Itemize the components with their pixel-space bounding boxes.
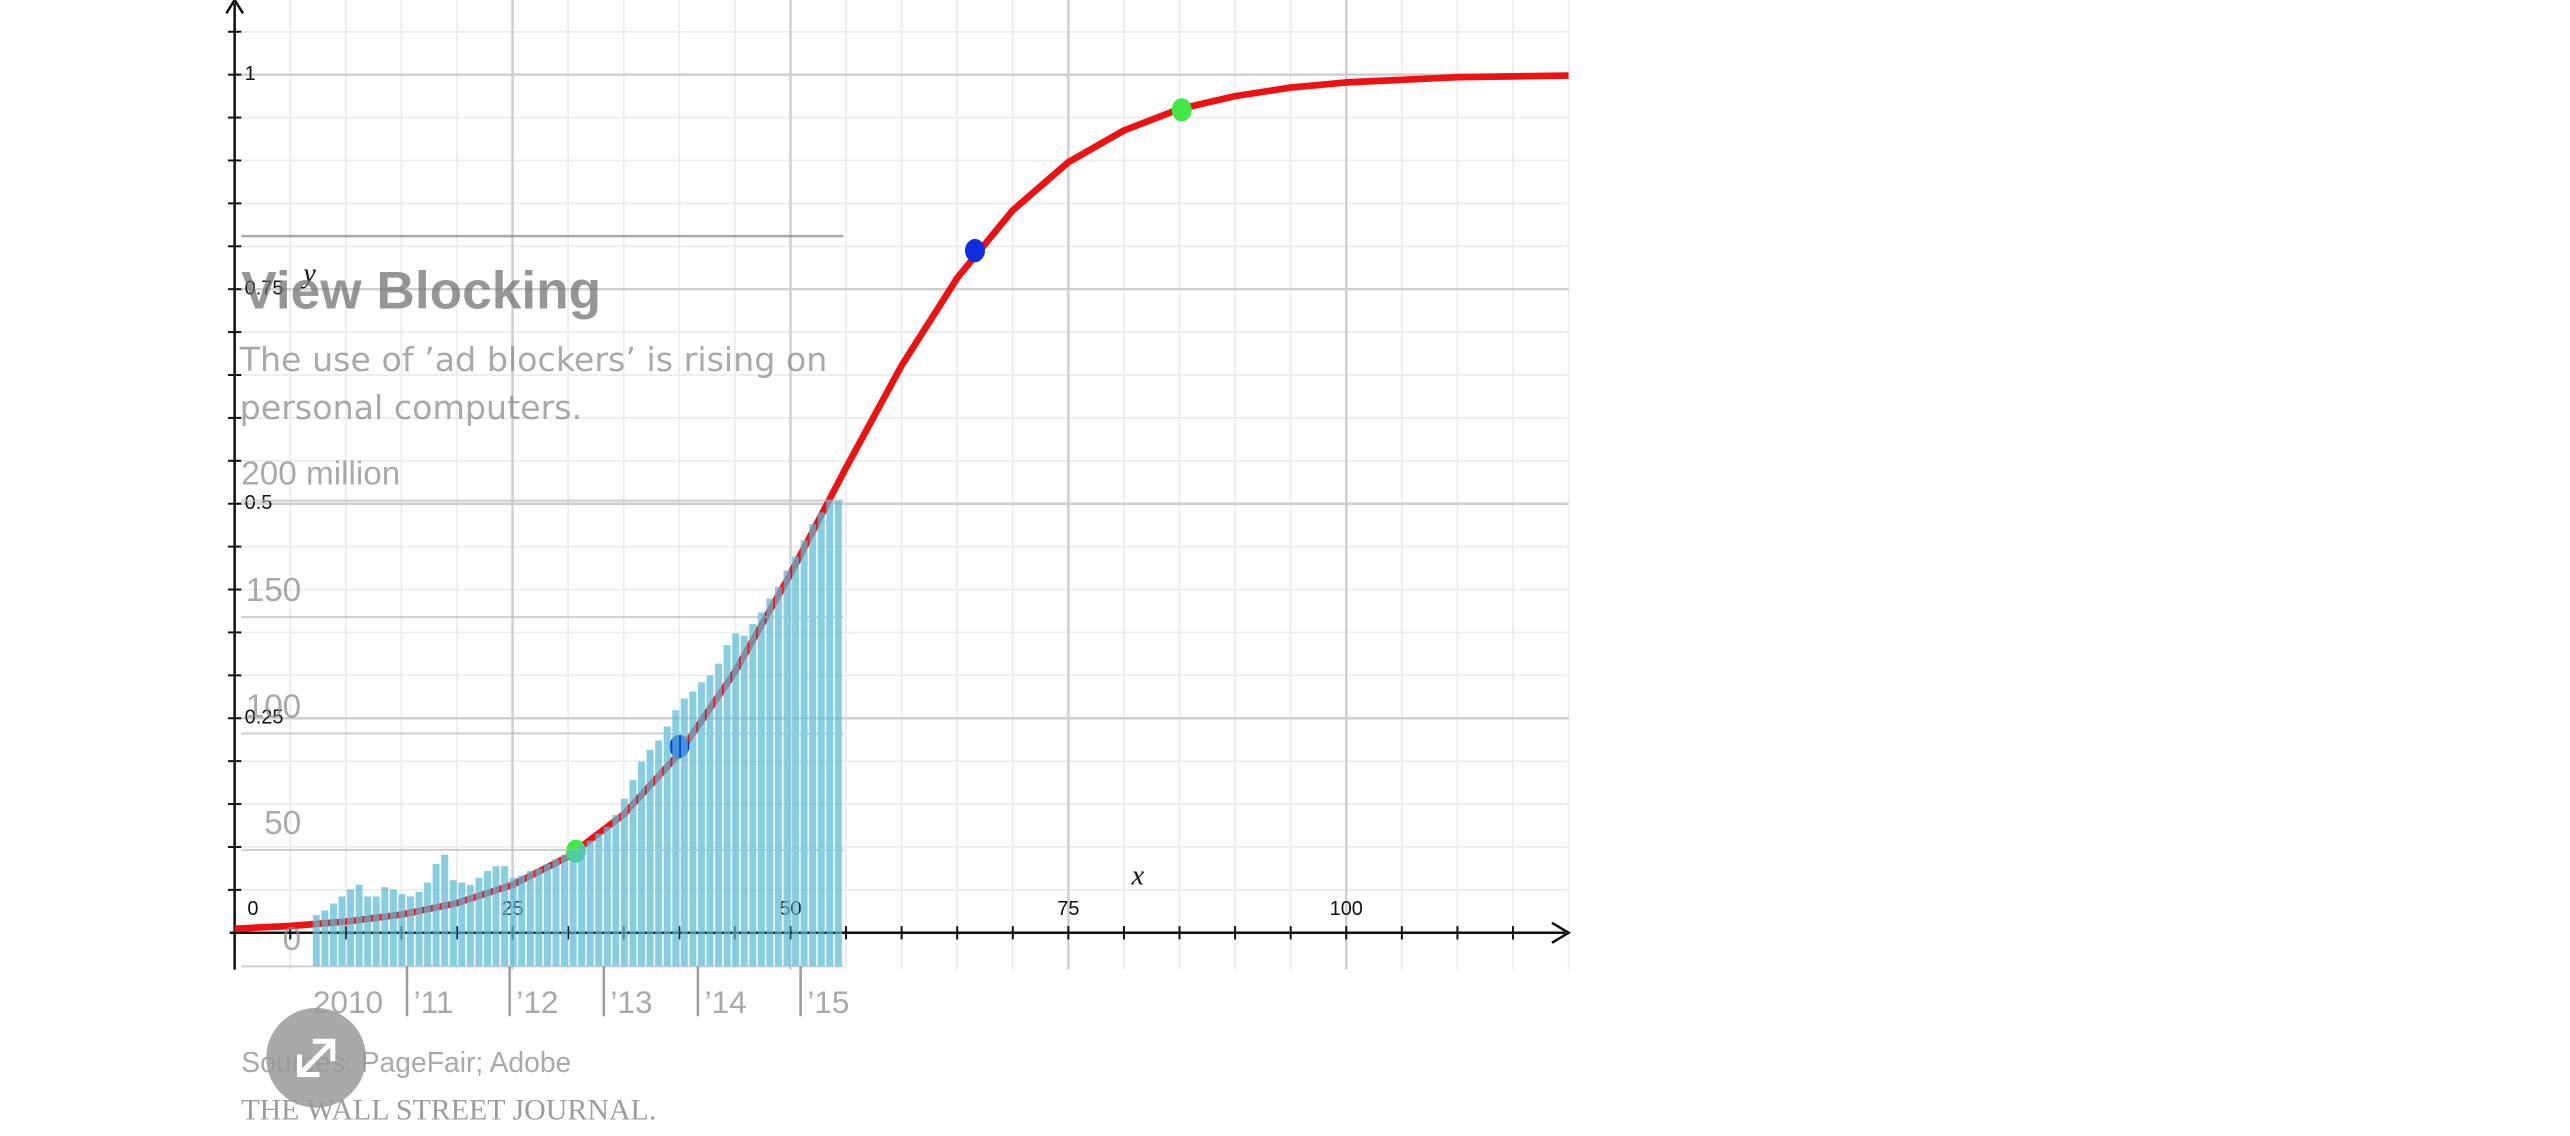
bar [629, 780, 637, 967]
x-axis-label: x [1131, 861, 1145, 892]
bar [518, 875, 526, 967]
bar [766, 598, 774, 967]
bar [715, 663, 723, 967]
bar [441, 854, 449, 967]
y-tick-label: 0.5 [245, 492, 273, 514]
y-tick-label: 50 [264, 805, 301, 842]
bar [689, 691, 697, 967]
bar [603, 826, 611, 967]
bar [364, 896, 372, 967]
bar [526, 870, 534, 967]
y-axis-label: y [300, 259, 316, 290]
bar [381, 887, 389, 967]
y-tick-label: 150 [246, 572, 301, 609]
expand-button[interactable] [266, 1007, 367, 1108]
bar [466, 884, 474, 967]
bar [586, 840, 594, 967]
point [965, 238, 985, 263]
bar-chart-image: View Blocking The use of ’ad blockers’ i… [239, 234, 849, 1127]
bar [347, 889, 355, 967]
bar [355, 884, 363, 967]
bar [672, 710, 680, 967]
bar [509, 877, 517, 967]
bar [732, 633, 740, 967]
bar [740, 635, 748, 967]
bar [372, 896, 380, 967]
y-tick-label: 100 [246, 688, 301, 725]
x-tick-label: ’15 [807, 984, 849, 1020]
x-tick-label: 75 [1057, 898, 1079, 920]
bar [706, 675, 714, 967]
x-tick-label: 0 [247, 898, 258, 920]
bar [415, 891, 423, 967]
bar [432, 863, 440, 967]
bar [552, 859, 560, 967]
bar [749, 624, 757, 967]
bar [578, 845, 586, 967]
x-tick-label: ’12 [516, 984, 558, 1020]
bar [398, 894, 406, 967]
x-tick-label: ’13 [610, 984, 652, 1020]
subtitle-box: The use of ’ad blockers’ is rising on pe… [239, 339, 828, 428]
bar [680, 698, 688, 967]
bar [458, 882, 466, 967]
expand-icon [297, 1038, 336, 1077]
y-tick-label: 0 [283, 921, 302, 958]
bar [638, 761, 646, 967]
chart-title: View Blocking [241, 261, 601, 320]
y-axis-arrow [225, 0, 245, 14]
function-curve [234, 72, 1569, 932]
y-tick-label: 0.25 [245, 707, 284, 729]
bar [475, 877, 483, 967]
bar [483, 870, 492, 967]
bar [501, 866, 509, 967]
bar [569, 849, 577, 967]
bar [774, 586, 782, 967]
x-axis-arrow [1551, 921, 1572, 944]
bar [655, 740, 663, 967]
bar [612, 814, 620, 967]
bar [492, 866, 500, 967]
bar [646, 749, 654, 967]
bar [809, 523, 817, 967]
bar [561, 854, 569, 967]
bar [543, 863, 551, 967]
bar [757, 612, 765, 967]
bar [535, 868, 543, 967]
bar [792, 556, 800, 967]
point [1171, 98, 1192, 122]
bar [406, 896, 414, 967]
bar [620, 798, 628, 967]
y-tick-label: 200 million [241, 455, 400, 492]
bar [424, 882, 432, 967]
bar [449, 880, 457, 967]
bar [783, 570, 791, 967]
bar [800, 540, 808, 967]
bar [834, 500, 842, 967]
chart-subtitle: The use of ’ad blockers’ is rising on pe… [239, 339, 828, 428]
bar [826, 500, 834, 967]
bar [329, 903, 337, 967]
x-tick-label: ’14 [705, 984, 747, 1020]
bar [321, 910, 329, 967]
bar [663, 726, 671, 967]
x-tick-label: ’11 [414, 984, 454, 1020]
y-tick-label: 0.75 [245, 277, 284, 299]
bar [697, 682, 705, 967]
y-tick-label: 1 [245, 63, 256, 85]
x-tick-label: 100 [1330, 898, 1363, 920]
bar [595, 833, 603, 967]
bar [817, 512, 825, 967]
bar [389, 889, 397, 967]
bar [723, 645, 731, 967]
bar [338, 896, 346, 967]
bar [312, 915, 320, 967]
